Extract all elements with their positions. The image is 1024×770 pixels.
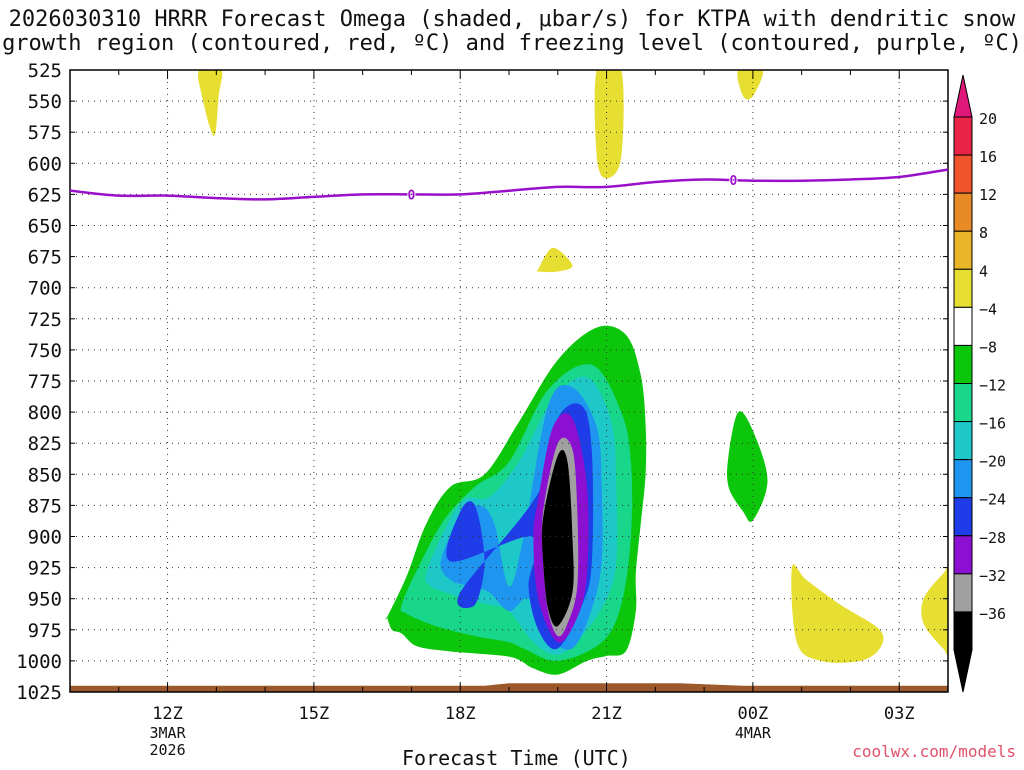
y-tick-label-550: 550 (28, 91, 62, 113)
colorbar-swatch-9 (953, 459, 973, 499)
credit-link[interactable]: coolwx.com/models (852, 742, 1016, 761)
freezing-level-label-0: 0 (408, 188, 416, 203)
colorbar-swatch-10 (953, 497, 973, 537)
colorbar-label--36: −36 (979, 605, 1006, 623)
colorbar-label--28: −28 (979, 529, 1006, 547)
colorbar-swatch-5 (953, 306, 973, 346)
y-tick-label-825: 825 (28, 433, 62, 455)
omega-region-sink-top-right (737, 70, 764, 100)
freezing-level-label-1: 0 (729, 174, 737, 189)
omega-region-lift-le-minus32 (541, 449, 574, 627)
colorbar-swatch-3 (953, 230, 973, 270)
y-tick-label-875: 875 (28, 495, 62, 517)
y-tick-label-675: 675 (28, 247, 62, 269)
colorbar-swatch-2 (953, 192, 973, 232)
y-tick-label-650: 650 (28, 216, 62, 238)
y-tick-label-950: 950 (28, 589, 62, 611)
y-tick-label-1025: 1025 (16, 682, 62, 704)
y-tick-label-750: 750 (28, 340, 62, 362)
y-tick-label-925: 925 (28, 558, 62, 580)
colorbar-swatch-12 (953, 573, 973, 613)
omega-region-sink-top-left (197, 70, 223, 136)
y-tick-label-775: 775 (28, 371, 62, 393)
colorbar-label--4: −4 (979, 300, 997, 318)
colorbar-swatch-11 (953, 535, 973, 575)
colorbar-swatch-7 (953, 383, 973, 423)
colorbar-swatch-6 (953, 344, 973, 384)
x-tick-label-03Z: 03Z (884, 704, 915, 724)
colorbar-top-arrow (953, 74, 973, 118)
colorbar-swatch-4 (953, 268, 973, 308)
colorbar-label-12: 12 (979, 186, 997, 204)
x-tick-label-00Z: 00Z (738, 704, 769, 724)
omega-region-sink-low-right (791, 564, 884, 663)
y-tick-label-900: 900 (28, 527, 62, 549)
colorbar-swatch-13 (953, 611, 973, 651)
colorbar-swatch-1 (953, 154, 973, 194)
y-tick-label-850: 850 (28, 464, 62, 486)
x-tick-sublabel-3MAR: 3MAR (149, 724, 186, 742)
colorbar-label--12: −12 (979, 377, 1006, 395)
colorbar-swatch-0 (953, 116, 973, 156)
y-tick-label-725: 725 (28, 309, 62, 331)
colorbar-label-20: 20 (979, 110, 997, 128)
x-axis-label: Forecast Time (UTC) (402, 746, 631, 770)
chart-title: 2026030310 HRRR Forecast Omega (shaded, … (0, 8, 1024, 56)
colorbar-label--8: −8 (979, 338, 997, 356)
colorbar-label-16: 16 (979, 148, 997, 166)
omega-region-sink-mid (536, 247, 573, 273)
colorbar-label-8: 8 (979, 224, 988, 242)
y-tick-label-625: 625 (28, 184, 62, 206)
freezing-level-line (69, 168, 949, 201)
title-line-2: growth region (contoured, red, ºC) and f… (2, 31, 1022, 56)
y-tick-label-525: 525 (28, 60, 62, 82)
y-tick-label-975: 975 (28, 620, 62, 642)
colorbar-label--16: −16 (979, 415, 1006, 433)
colorbar-swatch-8 (953, 421, 973, 461)
omega-region-lift-small-green (726, 411, 768, 522)
colorbar-label--24: −24 (979, 491, 1006, 509)
omega-region-sink-top-mid (594, 70, 624, 179)
x-tick-label-21Z: 21Z (591, 704, 622, 724)
x-tick-label-18Z: 18Z (445, 704, 476, 724)
y-tick-label-700: 700 (28, 278, 62, 300)
y-tick-label-800: 800 (28, 402, 62, 424)
title-line-1: 2026030310 HRRR Forecast Omega (shaded, … (8, 7, 1016, 32)
omega-region-sink-far-right (921, 567, 948, 656)
x-tick-label-15Z: 15Z (299, 704, 330, 724)
y-tick-label-600: 600 (28, 153, 62, 175)
colorbar-label-4: 4 (979, 262, 988, 280)
colorbar-label--20: −20 (979, 453, 1006, 471)
x-tick-sublabel-4MAR: 4MAR (735, 724, 772, 742)
colorbar-bottom-arrow (953, 649, 973, 693)
y-tick-label-575: 575 (28, 122, 62, 144)
colorbar-label--32: −32 (979, 567, 1006, 585)
x-tick-label-12Z: 12Z (152, 704, 183, 724)
x-tick-sublabel-2026: 2026 (149, 741, 185, 759)
y-tick-label-1000: 1000 (16, 651, 62, 673)
